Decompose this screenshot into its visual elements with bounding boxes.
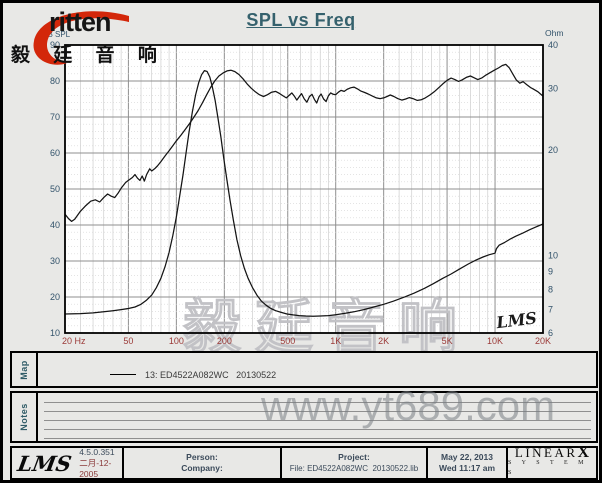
- status-cell-datetime: May 22, 2013 Wed 11:17 am: [428, 448, 508, 478]
- linearx-logo: LINEARX: [514, 444, 590, 461]
- legend-area: 13: ED4522A082WC 20130522: [38, 353, 276, 386]
- lms-build-date: 二月-12-2005: [79, 457, 112, 479]
- right-tick-label: 30: [548, 84, 558, 94]
- spl-curve: [64, 63, 544, 223]
- freq-tick-label: 5K: [442, 336, 453, 346]
- notes-lines: [38, 393, 596, 441]
- brand-name-cn: 毅 廷 音 响: [11, 45, 166, 66]
- left-tick-label: 20: [50, 292, 60, 302]
- notes-label-cell: Notes: [12, 393, 38, 441]
- spl-vs-freq-chart: 毅廷音响 90 80 70 60 50 40 30 20 10 40 30 20 10 9 8 7 6 20 Hz 5…: [43, 28, 563, 351]
- lms-version-block: 4.5.0.351 二月-12-2005: [79, 447, 122, 480]
- brand-name: ritten: [49, 7, 111, 37]
- project-label: Project:: [338, 452, 370, 462]
- map-label: Map: [19, 359, 29, 380]
- status-cell-lms: LMS 4.5.0.351 二月-12-2005: [12, 447, 124, 480]
- left-tick-label: 60: [50, 148, 60, 158]
- freq-tick-label: 500: [280, 336, 295, 346]
- note-line: [44, 429, 591, 430]
- note-line: [44, 420, 591, 421]
- status-cell-person: Person: Company:: [124, 448, 282, 478]
- note-line: [44, 402, 591, 403]
- person-label: Person:: [186, 452, 218, 462]
- freq-tick-label: 10K: [487, 336, 503, 346]
- impedance-curve: [64, 69, 544, 317]
- linearx-systems: S Y S T E M S: [508, 460, 589, 476]
- left-tick-label: 70: [50, 112, 60, 122]
- freq-tick-label: 20 Hz: [62, 336, 86, 346]
- status-cell-project: Project: File: ED4522A082WC 20130522.lib: [282, 448, 428, 478]
- freq-tick-label: 20K: [535, 336, 551, 346]
- company-label: Company:: [181, 463, 223, 473]
- right-tick-label: 20: [548, 145, 558, 155]
- freq-tick-label: 200: [217, 336, 232, 346]
- freq-tick-label: 2K: [378, 336, 389, 346]
- legend-text: 13: ED4522A082WC 20130522: [145, 370, 277, 380]
- freq-tick-label: 100: [169, 336, 184, 346]
- freq-tick-label: 50: [123, 336, 133, 346]
- right-tick-label: 9: [548, 266, 553, 276]
- grid-lines: [65, 45, 543, 333]
- legend-item: 13: ED4522A082WC 20130522: [90, 360, 276, 390]
- left-tick-label: 50: [50, 184, 60, 194]
- freq-tick-label: 1K: [330, 336, 341, 346]
- left-tick-label: 40: [50, 220, 60, 230]
- map-panel: Map 13: ED4522A082WC 20130522: [10, 351, 598, 388]
- note-line: [44, 411, 591, 412]
- file-label: File: ED4522A082WC 20130522.lib: [289, 464, 419, 473]
- right-axis-title: Ohm: [545, 28, 563, 38]
- map-label-cell: Map: [12, 353, 38, 386]
- notes-panel: Notes: [10, 391, 598, 443]
- brand-logo: ritten 毅 廷 音 响: [9, 7, 157, 69]
- status-bar: LMS 4.5.0.351 二月-12-2005 Person: Company…: [10, 444, 598, 480]
- left-tick-label: 90: [50, 40, 60, 50]
- status-date: May 22, 2013: [441, 452, 493, 462]
- right-tick-label: 8: [548, 284, 553, 294]
- status-cell-linearx: LINEARX S Y S T E M S: [508, 444, 596, 478]
- right-tick-label: 6: [548, 328, 553, 338]
- lms-logo: LMS: [15, 450, 74, 476]
- right-tick-label: 10: [548, 250, 558, 260]
- right-tick-label: 40: [548, 40, 558, 50]
- right-tick-label: 7: [548, 305, 553, 315]
- left-tick-label: 30: [50, 256, 60, 266]
- left-tick-label: 10: [50, 328, 60, 338]
- page-title: SPL vs Freq: [246, 10, 356, 30]
- notes-label: Notes: [19, 403, 30, 431]
- left-tick-label: 80: [50, 76, 60, 86]
- plot-watermark-cn: 毅廷音响: [183, 295, 471, 351]
- status-time: Wed 11:17 am: [438, 463, 496, 473]
- axis-labels: 90 80 70 60 50 40 30 20 10 40 30 20 10 9 8 7 6 20 Hz 50 100…: [43, 28, 563, 346]
- lms-plot-signature: LMS: [494, 308, 538, 332]
- lms-version: 4.5.0.351: [79, 446, 115, 457]
- note-line: [44, 438, 591, 439]
- brand-swoosh-icon: [33, 11, 129, 65]
- legend-line-sample: [110, 374, 137, 375]
- plot-frame: [64, 44, 544, 334]
- left-axis-title: dB SPL: [43, 30, 71, 39]
